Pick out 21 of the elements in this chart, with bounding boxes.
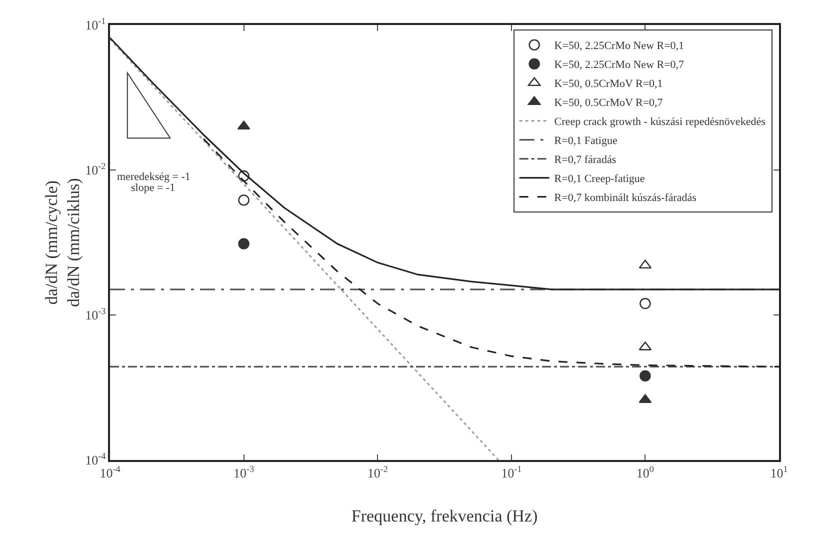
legend-label: R=0,1 Creep-fatigue: [554, 173, 645, 186]
legend-label: K=50, 2.25CrMo New R=0,7: [554, 59, 685, 72]
y-axis-title: da/dN (mm/cycle) da/dN (mm/ciklus): [42, 178, 84, 307]
legend-label: K=50, 0.5CrMoV R=0,7: [554, 97, 664, 110]
x-tick-label: 10$^{-1}$: [501, 464, 522, 480]
legend-label: R=0,7 kombinált kúszás-fáradás: [554, 192, 696, 204]
annotation: slope = -1: [131, 182, 176, 194]
x-tick-label: 10$^{0}$: [636, 464, 654, 480]
y-tick-label: 10$^{-1}$: [85, 16, 106, 33]
y-tick-label: 10$^{-2}$: [85, 161, 106, 178]
legend-label: K=50, 2.25CrMo New R=0,1: [554, 40, 684, 52]
x-tick-label: 10$^{-2}$: [367, 464, 388, 480]
x-tick-label: 10$^{-3}$: [234, 464, 255, 480]
legend-label: K=50, 0.5CrMoV R=0,1: [554, 78, 663, 90]
x-axis-title: Frequency, frekvencia (Hz): [351, 506, 538, 526]
annotation: meredekség = -1: [117, 171, 190, 183]
legend-label: R=0,1 Fatigue: [554, 135, 618, 148]
legend-label: Creep crack growth - kúszási repedésnövekedés: [554, 116, 766, 128]
x-tick-label: 10$^{1}$: [770, 464, 788, 480]
y-tick-label: 10$^{-3}$: [85, 306, 106, 323]
legend-label: R=0,7 fáradás: [554, 154, 616, 166]
